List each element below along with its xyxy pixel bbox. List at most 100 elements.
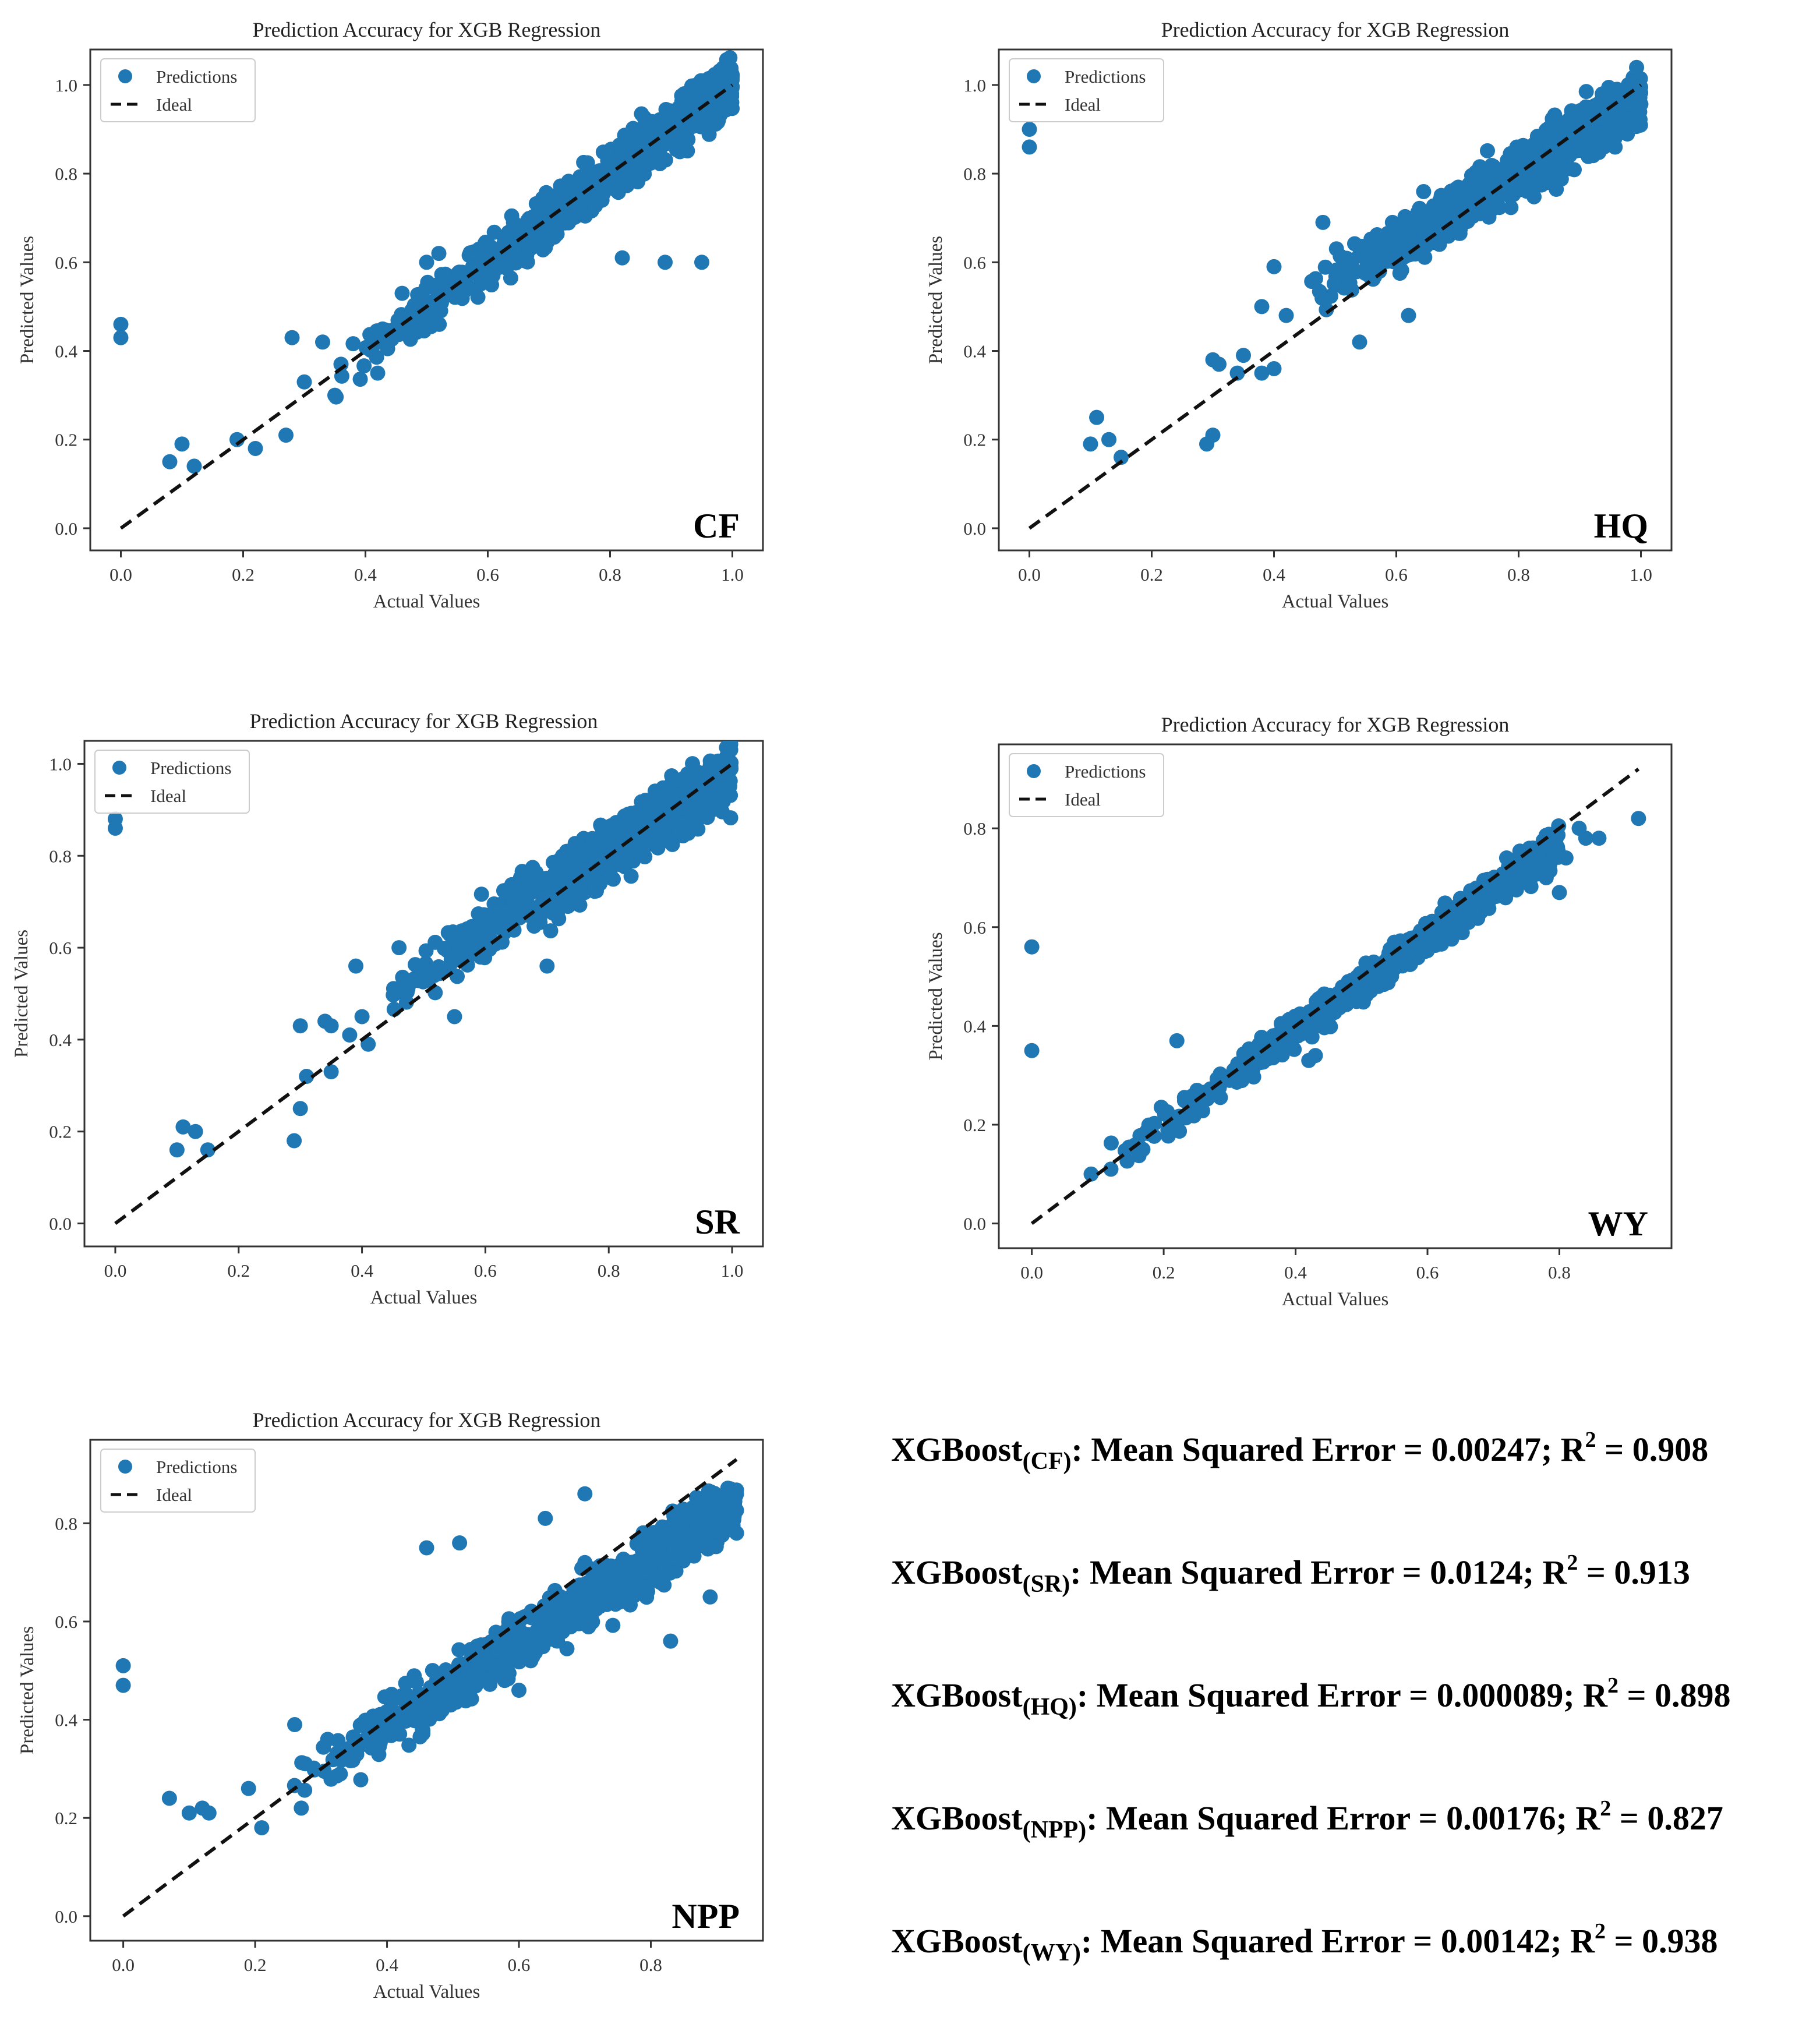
prediction-point [711, 97, 726, 112]
prediction-point [557, 215, 573, 231]
y-tick-label: 1.0 [49, 754, 72, 774]
metric-text: : Mean Squared Error = 0.00142; R [1080, 1922, 1595, 1960]
prediction-point [408, 1674, 424, 1690]
prediction-point [1432, 928, 1447, 944]
x-tick-label: 0.2 [227, 1260, 250, 1281]
prediction-point [592, 849, 608, 864]
x-tick-label: 0.4 [354, 564, 377, 585]
y-tick-label: 0.0 [49, 1214, 72, 1234]
prediction-point [451, 1642, 467, 1658]
prediction-point [1189, 1082, 1205, 1098]
prediction-point [507, 1650, 523, 1666]
prediction-point [1317, 259, 1333, 275]
metric-text: : Mean Squared Error = 0.0124; R [1070, 1553, 1567, 1591]
prediction-point [1401, 308, 1416, 323]
prediction-point [1489, 888, 1504, 904]
prediction-point [327, 387, 342, 403]
prediction-point [1168, 1115, 1183, 1131]
prediction-point [418, 280, 434, 296]
prediction-point [503, 270, 518, 286]
prediction-point [579, 155, 595, 171]
prediction-point [1211, 356, 1227, 372]
prediction-point [1513, 180, 1529, 196]
prediction-point [617, 809, 632, 825]
prediction-point [688, 1515, 704, 1531]
x-tick-label: 1.0 [721, 1260, 744, 1281]
prediction-point [498, 905, 514, 920]
prediction-point [681, 101, 697, 117]
prediction-point [674, 816, 690, 832]
legend-label-predictions: Predictions [1065, 761, 1146, 782]
prediction-point [356, 358, 372, 374]
prediction-point [651, 807, 666, 823]
prediction-point [539, 1603, 555, 1619]
x-axis-label: Actual Values [373, 1981, 480, 2002]
y-tick-label: 0.2 [963, 1115, 986, 1135]
prediction-point [567, 1611, 582, 1627]
prediction-point [1550, 118, 1566, 134]
y-tick-label: 0.2 [55, 430, 77, 450]
prediction-point [673, 1531, 689, 1547]
prediction-point [656, 1577, 672, 1593]
prediction-point [401, 1693, 416, 1708]
prediction-point [1578, 84, 1594, 100]
prediction-point [1292, 1007, 1307, 1023]
prediction-point [186, 458, 202, 474]
prediction-point [201, 1805, 217, 1821]
panel-label: WY [1588, 1204, 1648, 1243]
prediction-point [358, 340, 374, 355]
prediction-point [1620, 96, 1635, 112]
legend-marker-predictions [112, 761, 126, 775]
legend-box [94, 750, 250, 814]
prediction-point [556, 897, 571, 913]
prediction-point [564, 1593, 580, 1609]
prediction-point [377, 1725, 393, 1740]
legend-label-predictions: Predictions [150, 758, 232, 778]
prediction-point [248, 440, 263, 456]
prediction-point [393, 1711, 409, 1727]
prediction-point [464, 1691, 479, 1707]
prediction-point [636, 1579, 652, 1595]
prediction-point [570, 840, 586, 856]
prediction-point [1254, 299, 1270, 315]
prediction-point [353, 1772, 369, 1788]
prediction-point [593, 818, 609, 834]
prediction-point [1349, 264, 1365, 280]
prediction-point [1333, 248, 1348, 264]
prediction-point [1266, 259, 1282, 274]
prediction-point [419, 1708, 434, 1723]
prediction-point [1229, 365, 1245, 381]
x-tick-label: 0.4 [351, 1260, 373, 1281]
prediction-point [361, 1036, 376, 1052]
prediction-point [674, 1518, 690, 1534]
metric-sup: 2 [1600, 1796, 1612, 1821]
prediction-point [629, 154, 645, 170]
prediction-point [523, 1653, 539, 1669]
prediction-point [701, 126, 717, 142]
prediction-point [371, 1747, 387, 1762]
metric-model: XGBoost [891, 1676, 1023, 1714]
prediction-point [1610, 83, 1626, 99]
legend-label-ideal: Ideal [156, 1485, 192, 1505]
points-group [1022, 59, 1649, 465]
prediction-point [504, 224, 520, 240]
prediction-point [450, 969, 465, 984]
prediction-point [599, 1575, 614, 1591]
prediction-point [447, 1009, 462, 1025]
x-tick-label: 0.6 [476, 564, 499, 585]
x-tick-label: 0.2 [1140, 564, 1163, 585]
prediction-point [539, 958, 555, 974]
x-tick-label: 0.4 [1284, 1262, 1307, 1283]
prediction-point [559, 1641, 575, 1656]
prediction-point [577, 1486, 593, 1502]
y-tick-label: 1.0 [963, 75, 986, 96]
prediction-point [723, 742, 738, 758]
prediction-point [1417, 222, 1433, 238]
prediction-point [710, 66, 726, 82]
ideal-line [122, 1458, 738, 1918]
y-axis-label: Predicted Values [925, 236, 946, 364]
prediction-point [404, 320, 420, 336]
y-tick-label: 0.2 [963, 430, 986, 450]
prediction-point [689, 799, 705, 815]
